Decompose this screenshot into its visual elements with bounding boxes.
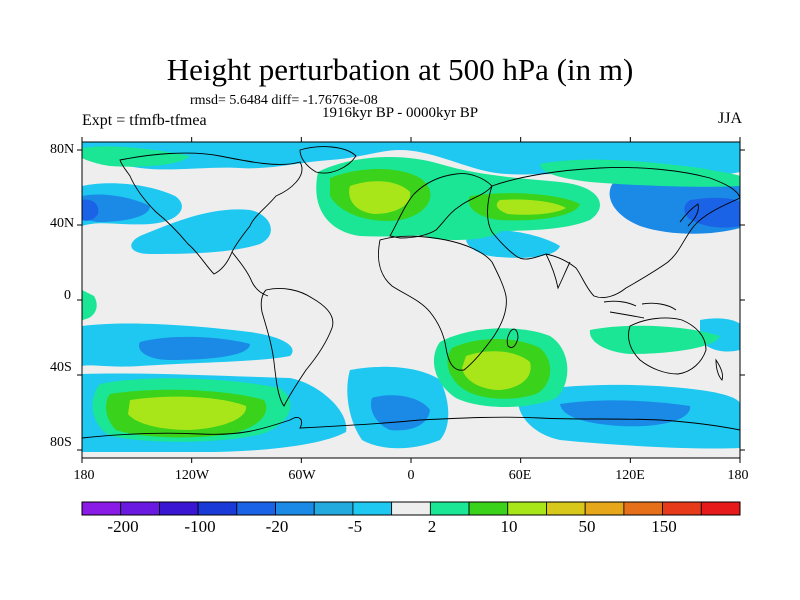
lon-label-180w: 180	[73, 468, 95, 483]
coast-greenland	[299, 146, 357, 174]
colorbar-box	[159, 501, 199, 516]
colorbar	[81, 501, 741, 516]
coast-japan	[679, 203, 699, 227]
lat-label-80s: 80S	[50, 435, 72, 450]
colorbar-box	[429, 501, 470, 516]
coast-africa	[378, 235, 507, 371]
blue-region-n-pacific	[82, 194, 150, 222]
colorbar-label: 50	[578, 517, 596, 536]
negative-anomaly-regions	[82, 142, 740, 452]
positive-anomaly-regions	[82, 146, 740, 442]
lon-label-60w: 60W	[288, 468, 316, 483]
contour-fields	[82, 142, 740, 452]
colorbar-box	[120, 501, 160, 516]
green-region-se-pacific-core	[128, 396, 247, 430]
green-region-n-pacific-band	[82, 146, 190, 167]
colorbar-box	[700, 501, 741, 516]
colorbar-boxes	[81, 501, 741, 516]
blue-region-na-band	[131, 209, 271, 254]
green-region-e-pacific-patch	[82, 290, 97, 320]
green-region-europe-core	[349, 181, 411, 214]
axis-ticks	[77, 137, 745, 463]
colorbar-label: -200	[107, 517, 139, 536]
colorbar-box	[313, 501, 354, 516]
colorbar-box	[468, 501, 509, 516]
lat-label-0: 0	[64, 288, 71, 303]
coast-south-america	[260, 287, 334, 407]
coast-india	[545, 253, 571, 290]
period-line: 1916kyr BP - 0000kyr BP	[322, 105, 479, 121]
colorbar-label: 2	[427, 517, 437, 536]
coastlines	[82, 146, 740, 439]
blue-region-s-atlantic-core	[370, 395, 430, 431]
coast-antarctica	[82, 416, 740, 439]
colorbar-box	[352, 501, 393, 516]
coast-new-zealand	[715, 358, 723, 381]
lon-label-60e: 60E	[508, 468, 532, 483]
colorbar-box	[623, 501, 663, 516]
colorbar-box	[81, 501, 122, 516]
colorbar-box	[662, 501, 702, 516]
green-region-central-asia-core	[496, 199, 566, 215]
lon-label-0: 0	[407, 468, 415, 483]
coast-asia	[487, 167, 740, 299]
colorbar-label: -20	[265, 517, 289, 536]
lat-label-80n: 80N	[50, 142, 75, 157]
colorbar-label: -5	[347, 517, 363, 536]
coast-madagascar	[506, 328, 519, 349]
colorbar-box	[584, 501, 625, 516]
blue-region-s-pacific-core	[139, 336, 250, 360]
coast-north-america	[119, 152, 303, 275]
experiment-label: Expt = tfmfb-tfmea	[82, 112, 207, 129]
green-region-south-africa-core	[462, 351, 531, 390]
colorbar-label: 10	[500, 517, 518, 536]
lon-label-120w: 120W	[174, 468, 210, 483]
colorbar-frame	[81, 501, 741, 516]
season-label: JJA	[717, 110, 742, 127]
green-region-australia	[589, 325, 720, 354]
colorbar-box	[275, 501, 315, 516]
blue-region-w-edge	[82, 199, 99, 221]
lon-label-180e: 180	[727, 468, 749, 483]
green-region-arabia-band	[417, 221, 500, 240]
lat-label-40n: 40N	[50, 216, 75, 231]
lon-label-120e: 120E	[615, 468, 645, 483]
blue-region-arabia	[466, 229, 560, 258]
colorbar-label: 150	[651, 517, 677, 536]
colorbar-box	[197, 501, 238, 516]
green-region-asia-band	[540, 159, 740, 187]
colorbar-box	[236, 501, 276, 516]
plot-title: Height perturbation at 500 hPa (in m)	[166, 52, 634, 87]
lat-label-40s: 40S	[50, 360, 72, 375]
colorbar-label: -100	[184, 517, 216, 536]
colorbar-box	[507, 501, 547, 516]
colorbar-box	[391, 501, 431, 516]
stats-line: rmsd= 5.6484 diff= -1.76763e-08	[190, 93, 378, 108]
colorbar-box	[546, 501, 586, 516]
coast-australia	[628, 317, 707, 375]
coast-indonesia	[603, 300, 677, 319]
